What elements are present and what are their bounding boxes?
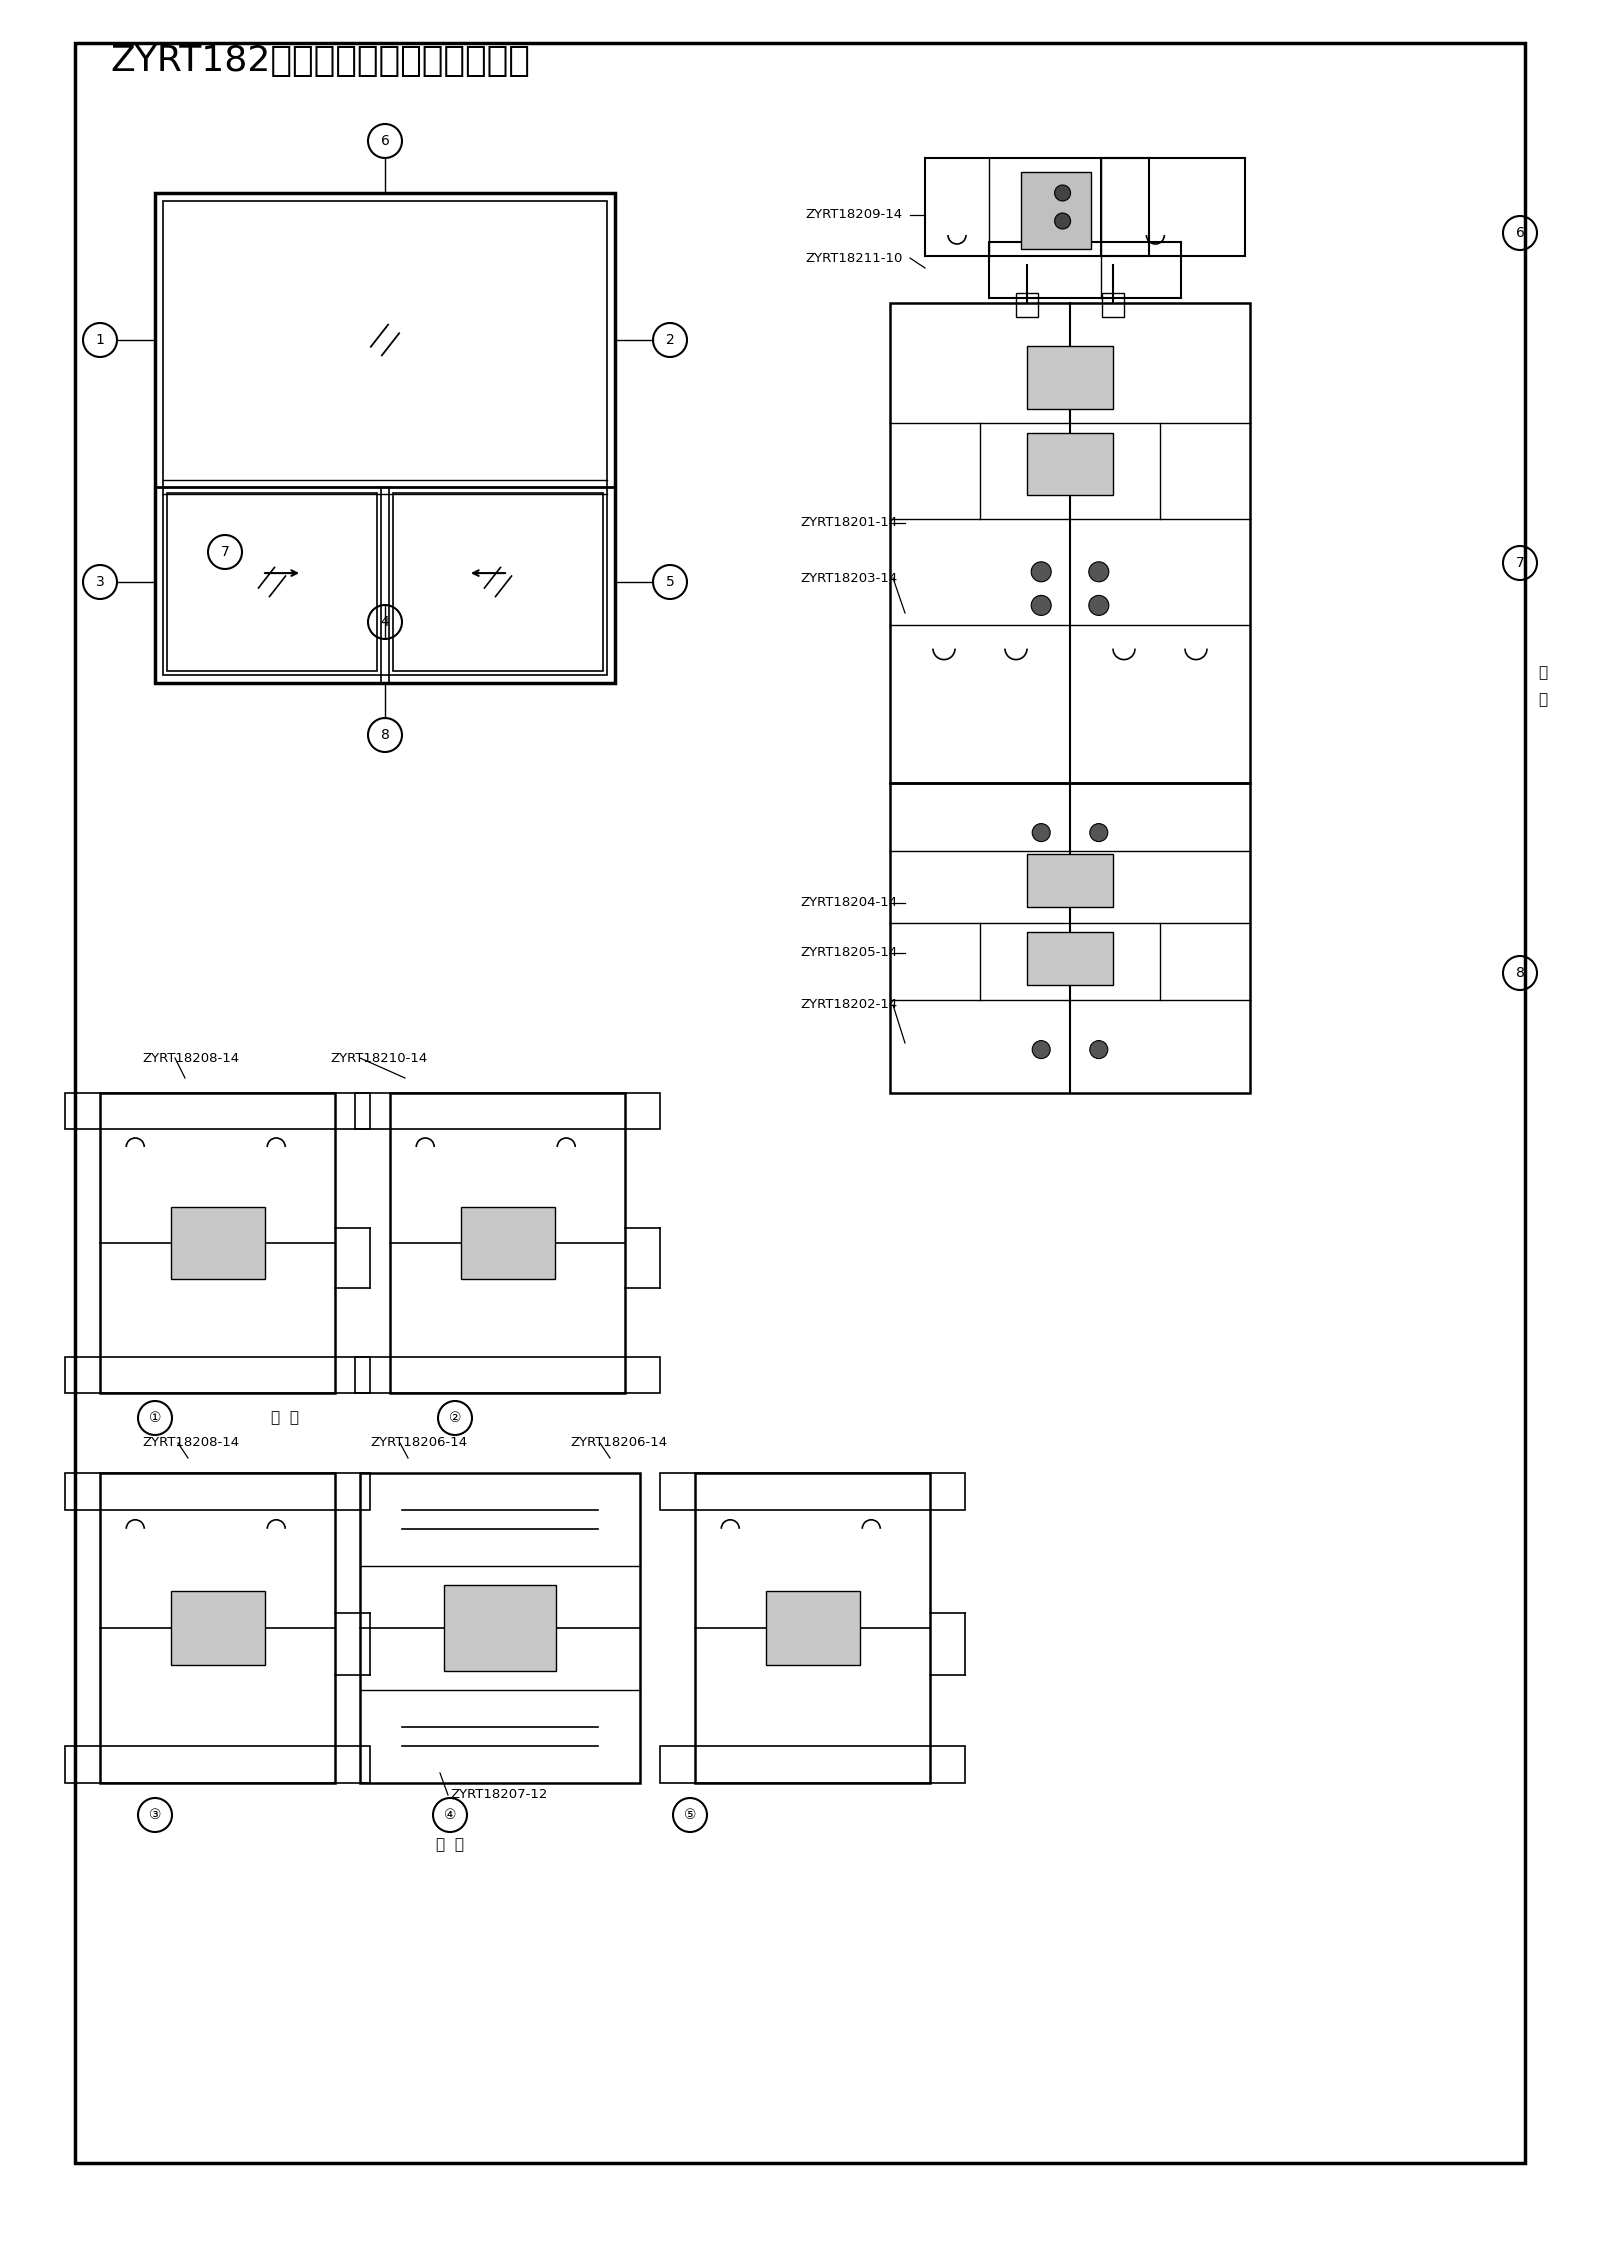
Bar <box>171 1206 264 1279</box>
Bar <box>360 1473 640 1783</box>
Bar <box>166 493 378 672</box>
Bar <box>765 1591 859 1666</box>
Bar <box>163 201 606 674</box>
Bar <box>989 242 1181 299</box>
Circle shape <box>1032 561 1051 582</box>
Circle shape <box>1088 561 1109 582</box>
Bar <box>1016 294 1037 317</box>
Bar <box>64 1473 370 1509</box>
Bar <box>1101 158 1245 256</box>
Bar <box>99 1473 334 1783</box>
Text: 5: 5 <box>666 575 674 588</box>
Circle shape <box>1054 213 1070 229</box>
Text: ②: ② <box>448 1412 461 1426</box>
Bar <box>1027 855 1114 907</box>
Circle shape <box>1054 186 1070 201</box>
Text: ZYRT18206-14: ZYRT18206-14 <box>570 1437 667 1451</box>
Text: 6: 6 <box>381 134 389 147</box>
Bar <box>64 1093 370 1129</box>
Text: 7: 7 <box>221 545 229 559</box>
Text: 7: 7 <box>1515 557 1525 570</box>
Bar <box>99 1093 334 1394</box>
Circle shape <box>1090 824 1107 842</box>
Text: ZYRT18209-14: ZYRT18209-14 <box>805 208 902 222</box>
Text: ZYRT18208-14: ZYRT18208-14 <box>142 1437 238 1451</box>
Text: ZYRT18210-14: ZYRT18210-14 <box>330 1052 427 1064</box>
Bar <box>890 783 1250 1093</box>
Bar <box>659 1745 965 1783</box>
Text: ③: ③ <box>149 1808 162 1822</box>
Text: 室: 室 <box>1539 665 1547 681</box>
Circle shape <box>1090 1041 1107 1059</box>
Text: ZYRT18211-10: ZYRT18211-10 <box>805 251 902 265</box>
Bar <box>445 1584 557 1672</box>
Text: 6: 6 <box>1515 226 1525 240</box>
Bar <box>694 1473 930 1783</box>
Text: ZYRT18203-14: ZYRT18203-14 <box>800 573 898 584</box>
Circle shape <box>1032 1041 1050 1059</box>
Text: ZYRT18204-14: ZYRT18204-14 <box>800 896 898 910</box>
Bar <box>461 1206 555 1279</box>
Circle shape <box>1088 595 1109 616</box>
Text: ④: ④ <box>443 1808 456 1822</box>
Bar <box>155 192 614 683</box>
Bar <box>355 1358 661 1394</box>
Text: ZYRT18205-14: ZYRT18205-14 <box>800 946 898 960</box>
Bar <box>925 158 1149 256</box>
Text: 2: 2 <box>666 333 674 346</box>
Bar <box>64 1358 370 1394</box>
Text: 1: 1 <box>96 333 104 346</box>
Text: ZYRT18202-14: ZYRT18202-14 <box>800 998 898 1012</box>
Bar <box>1102 294 1123 317</box>
Bar <box>64 1745 370 1783</box>
Text: 8: 8 <box>381 729 389 742</box>
Bar <box>390 1093 626 1394</box>
Bar <box>1027 346 1114 410</box>
Text: ZYRT18206-14: ZYRT18206-14 <box>370 1437 467 1451</box>
Text: 室  外: 室 外 <box>435 1838 464 1853</box>
Text: ⑤: ⑤ <box>683 1808 696 1822</box>
Text: ZYRT18208-14: ZYRT18208-14 <box>142 1052 238 1064</box>
Text: ZYRT18207-12: ZYRT18207-12 <box>450 1788 547 1801</box>
Text: 室  外: 室 外 <box>270 1410 299 1426</box>
Bar <box>171 1591 264 1666</box>
Bar <box>1027 932 1114 984</box>
Bar <box>890 303 1250 783</box>
Bar <box>394 493 603 672</box>
Text: 8: 8 <box>1515 966 1525 980</box>
Circle shape <box>1032 824 1050 842</box>
Text: 3: 3 <box>96 575 104 588</box>
Text: ZYRT18201-14: ZYRT18201-14 <box>800 516 898 530</box>
Text: 外: 外 <box>1539 692 1547 708</box>
Bar <box>1027 432 1114 496</box>
Text: 4: 4 <box>381 616 389 629</box>
Circle shape <box>1032 595 1051 616</box>
Bar <box>1021 172 1091 249</box>
Text: ZYRT182系列穿条隔热推拉窗结构图: ZYRT182系列穿条隔热推拉窗结构图 <box>110 43 530 77</box>
Bar <box>355 1093 661 1129</box>
Bar <box>659 1473 965 1509</box>
Text: ①: ① <box>149 1412 162 1426</box>
